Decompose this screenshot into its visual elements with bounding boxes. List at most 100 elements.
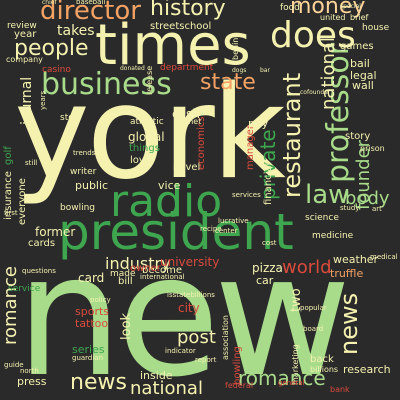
word-bar: art — [372, 205, 382, 213]
word-one: journal — [19, 76, 35, 125]
word-games: games — [340, 41, 374, 52]
word-money: money — [290, 0, 366, 19]
word-brief: brief — [350, 13, 369, 22]
word-sports: sports — [75, 305, 110, 318]
word-manager: manager — [245, 125, 256, 170]
word-federal: federal — [225, 381, 254, 390]
word-pay: pay — [248, 117, 269, 130]
word-cost: writer — [70, 167, 97, 177]
word-guide: dogs — [232, 67, 247, 74]
word-policy: medical — [370, 253, 398, 261]
word-first: lucrative — [218, 217, 249, 225]
word-financial: financial — [263, 162, 274, 205]
word-york: york — [14, 59, 286, 208]
word-questions: policy — [90, 296, 111, 304]
word-medicine: medicine — [312, 231, 354, 241]
word-president: president — [58, 203, 294, 261]
word-press: press — [17, 375, 47, 388]
word-international: guardian — [72, 354, 104, 362]
word-inside: inside — [140, 369, 173, 382]
word-national: national — [130, 378, 203, 399]
word-bill: bill — [118, 276, 133, 287]
word-novel: novel — [173, 162, 201, 173]
word-streetschool: streetschool — [150, 21, 212, 32]
word-trends: trends — [73, 149, 96, 157]
word-planet: planet — [176, 117, 202, 126]
word-back: back — [310, 354, 334, 365]
word-isstatebillions: indicator — [165, 347, 196, 355]
word-wall: wall — [352, 79, 374, 92]
word-year: year — [14, 29, 37, 40]
word-research: research — [343, 363, 391, 376]
word-become: become — [142, 265, 183, 276]
word-atlantic: atlantic — [130, 117, 164, 127]
word-billions: billions — [310, 365, 339, 374]
word-owner: owner — [130, 263, 161, 274]
word-art: services — [232, 191, 261, 199]
word-public: public — [75, 179, 109, 192]
word-pizza: pizza — [252, 261, 283, 275]
word-legal: legal — [350, 69, 377, 82]
word-new: new — [16, 218, 351, 400]
word-magazine: everyone — [17, 178, 28, 225]
word-university: university — [160, 255, 220, 269]
word-business: business — [41, 67, 172, 102]
word-made: made — [110, 269, 136, 279]
word-people: people — [14, 36, 89, 61]
word-report: international — [140, 273, 185, 281]
word-founder: industry — [105, 254, 171, 273]
word-popular: board — [303, 325, 324, 333]
word-service: service — [8, 284, 41, 294]
word-behind: guide — [4, 361, 24, 369]
word-history: history — [150, 0, 226, 21]
word-food: food — [280, 3, 300, 13]
word-recipe: general — [278, 379, 305, 387]
word-department: donated — [120, 65, 145, 72]
word-romance: romance — [238, 366, 326, 390]
word-special: cofounder — [300, 89, 331, 96]
word-post: post — [177, 327, 216, 348]
word-lucrative: special — [340, 3, 361, 10]
word-guardian: questions — [22, 267, 56, 275]
word-world: world — [282, 257, 332, 278]
word-consumer: release — [145, 65, 154, 95]
word-association: association — [221, 315, 230, 360]
word-industry: romance — [0, 266, 21, 345]
word-law: law — [305, 180, 350, 210]
word-make: national — [318, 37, 339, 110]
word-insurance: golf — [3, 146, 14, 165]
word-medical: cost — [262, 239, 277, 247]
word-casino: casino — [42, 65, 71, 75]
word-look: look — [119, 312, 134, 340]
word-love: love — [130, 155, 151, 166]
word-writer: recipe — [200, 225, 222, 233]
word-global: global — [128, 130, 165, 144]
word-release: department — [160, 63, 214, 73]
word-baseball: isstatebillions — [167, 291, 215, 299]
word-general: study — [340, 204, 360, 212]
word-series: series — [72, 343, 105, 356]
word-black: behind — [231, 32, 240, 60]
word-does: does — [270, 15, 356, 56]
word-prison: prison — [360, 144, 385, 153]
word-vice: vice — [158, 179, 181, 192]
word-news: news — [70, 370, 127, 395]
word-stop: bowling — [60, 203, 95, 213]
word-science: science — [305, 213, 339, 223]
word-review: review — [7, 21, 37, 31]
word-card: card — [78, 271, 105, 285]
word-radio: radio — [110, 176, 223, 227]
word-study: popular — [300, 304, 327, 312]
word-story: story — [345, 131, 371, 142]
word-state: state — [200, 70, 256, 95]
word-dogs: first — [4, 209, 18, 217]
word-takes: takes — [57, 23, 95, 39]
word-truffle: truffle — [330, 267, 364, 280]
word-years: north — [20, 367, 39, 375]
word-things: things — [129, 143, 160, 154]
word-tattoo: tattoo — [75, 317, 109, 330]
word-still: years — [39, 90, 47, 110]
word-center: bar — [260, 67, 270, 74]
word-bank: bank — [330, 385, 350, 394]
